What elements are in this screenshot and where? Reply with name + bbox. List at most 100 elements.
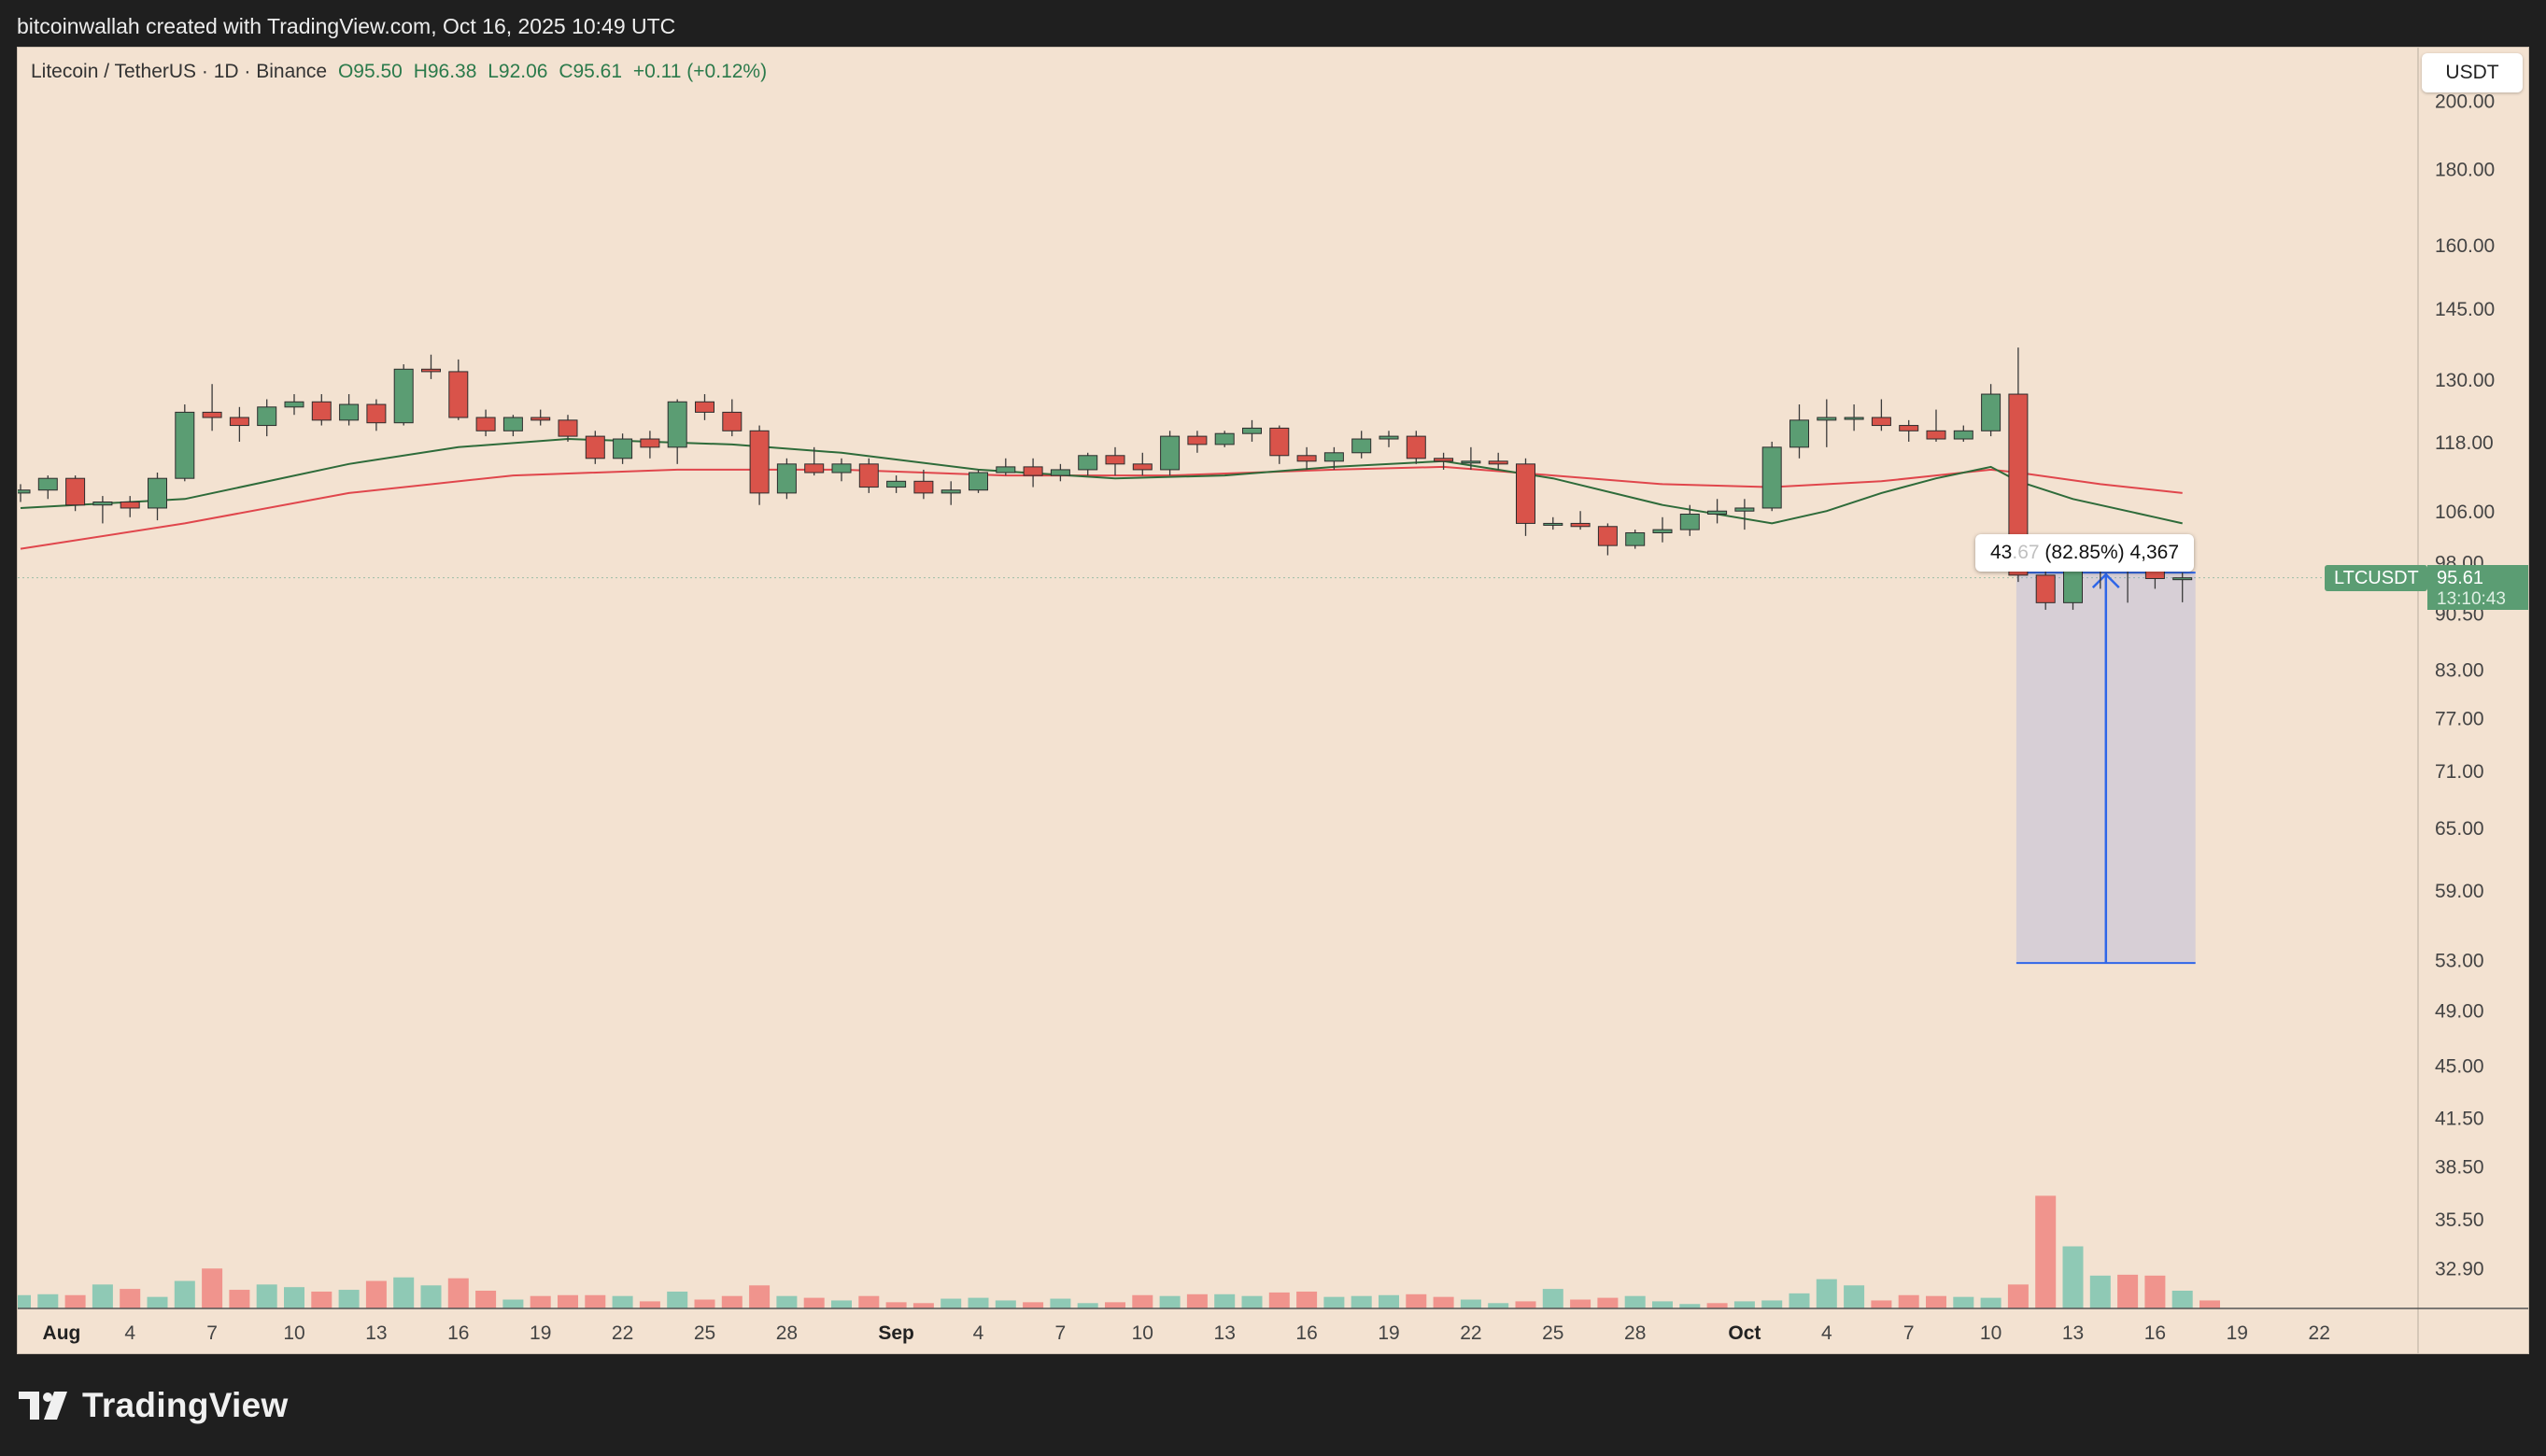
chart-area[interactable]: 200.00 180.00 160.00 145.00 130.00 118.00 106.… bbox=[17, 47, 2529, 1354]
volume-bar bbox=[558, 1294, 578, 1308]
volume-bar bbox=[1433, 1296, 1454, 1308]
volume-bar bbox=[1460, 1299, 1481, 1308]
candle-up bbox=[393, 368, 414, 424]
volume-bar bbox=[64, 1294, 86, 1308]
volume-bar bbox=[912, 1303, 934, 1308]
volume-bar bbox=[147, 1296, 168, 1308]
volume-bar bbox=[475, 1291, 497, 1308]
volume-bar bbox=[229, 1290, 250, 1308]
candle-up bbox=[1543, 522, 1563, 526]
candle-down bbox=[1597, 526, 1618, 546]
x-tick-label: 13 bbox=[1214, 1322, 1236, 1344]
x-tick-label: 22 bbox=[2309, 1322, 2330, 1344]
candle-up bbox=[175, 411, 195, 479]
x-tick-label: 7 bbox=[1055, 1322, 1067, 1344]
x-tick-label: 16 bbox=[447, 1322, 469, 1344]
candle-down bbox=[1570, 522, 1591, 528]
legend-high: H96.38 bbox=[413, 61, 477, 82]
measure-value-suffix: (82.85%) 4,367 bbox=[2039, 542, 2179, 563]
x-tick-label: 16 bbox=[2144, 1322, 2166, 1344]
candle-down bbox=[722, 411, 743, 431]
x-tick-label: 28 bbox=[1624, 1322, 1646, 1344]
measure-value-prefix: 43 bbox=[1990, 542, 2013, 563]
x-tick-label: 7 bbox=[206, 1322, 218, 1344]
volume-bar bbox=[447, 1278, 469, 1308]
volume-bar bbox=[1926, 1295, 1946, 1308]
volume-bar bbox=[1844, 1285, 1865, 1308]
candle-up bbox=[1981, 393, 2001, 431]
candle-down bbox=[1899, 425, 1919, 431]
y-tick-label: 49.00 bbox=[2435, 1001, 2484, 1023]
volume-bar bbox=[1980, 1297, 2001, 1308]
volume-bar bbox=[502, 1299, 524, 1308]
tradingview-brand: TradingView bbox=[82, 1386, 289, 1424]
y-tick-label: 35.50 bbox=[2435, 1209, 2484, 1231]
candle-up bbox=[2172, 577, 2193, 581]
x-tick-label: 28 bbox=[776, 1322, 798, 1344]
volume-bar bbox=[639, 1301, 660, 1308]
candle-down bbox=[558, 419, 578, 437]
candle-down bbox=[530, 417, 551, 421]
candle-down bbox=[311, 401, 332, 421]
candle-up bbox=[1789, 419, 1809, 448]
candle-down bbox=[1269, 427, 1290, 457]
volume-bar bbox=[1679, 1304, 1701, 1308]
candle-down bbox=[804, 463, 825, 474]
volume-bar bbox=[2062, 1246, 2084, 1308]
x-tick-label: 13 bbox=[365, 1322, 387, 1344]
candle-down bbox=[2008, 393, 2029, 576]
candle-up bbox=[1625, 531, 1646, 546]
y-tick-label: 118.00 bbox=[2435, 432, 2494, 454]
candle-up bbox=[776, 463, 797, 494]
candle-up bbox=[1817, 417, 1837, 421]
x-tick-label: 19 bbox=[530, 1322, 551, 1344]
candle-down bbox=[1488, 460, 1508, 465]
volume-bar bbox=[120, 1289, 141, 1308]
volume-bar bbox=[1214, 1293, 1236, 1308]
volume-bar bbox=[1050, 1298, 1071, 1308]
volume-bar bbox=[311, 1291, 332, 1308]
candle-up bbox=[1734, 507, 1755, 512]
candle-down bbox=[1516, 463, 1535, 524]
volume-bar bbox=[1515, 1301, 1536, 1308]
volume-bar bbox=[420, 1285, 442, 1308]
x-tick-label: 4 bbox=[973, 1322, 984, 1344]
volume-bar bbox=[1023, 1302, 1044, 1308]
x-tick-label: 4 bbox=[124, 1322, 135, 1344]
y-tick-label: 65.00 bbox=[2435, 818, 2484, 840]
y-tick-label: 145.00 bbox=[2435, 299, 2495, 320]
volume-bar bbox=[256, 1284, 277, 1308]
x-tick-label: 19 bbox=[1378, 1322, 1399, 1344]
ma-fast-line bbox=[20, 437, 2183, 525]
x-tick-label: Oct bbox=[1728, 1322, 1761, 1344]
volume-bar bbox=[2117, 1274, 2139, 1308]
candle-up bbox=[1323, 452, 1344, 462]
tradingview-logo[interactable]: TradingView bbox=[19, 1382, 289, 1429]
x-tick-label: 22 bbox=[612, 1322, 633, 1344]
x-tick-label: 13 bbox=[2062, 1322, 2084, 1344]
currency-unit-button[interactable]: USDT bbox=[2422, 53, 2523, 92]
candle-up bbox=[1351, 438, 1372, 454]
volume-bar bbox=[1706, 1303, 1728, 1308]
price-chart[interactable]: 200.00 180.00 160.00 145.00 130.00 118.00 106.… bbox=[18, 48, 2529, 1354]
volume-bar bbox=[2089, 1275, 2111, 1308]
candle-down bbox=[1187, 435, 1208, 445]
volume-bar bbox=[1323, 1296, 1345, 1308]
x-tick-label: 25 bbox=[1542, 1322, 1563, 1344]
volume-bar bbox=[1105, 1302, 1125, 1308]
volume-bar bbox=[2199, 1300, 2220, 1308]
y-tick-label: 59.00 bbox=[2435, 881, 2484, 902]
candle-up bbox=[1953, 430, 1973, 440]
candle-up bbox=[1242, 427, 1262, 434]
candle-up bbox=[1844, 417, 1864, 420]
volume-bar bbox=[995, 1300, 1016, 1308]
volume-bar bbox=[365, 1280, 387, 1308]
volume-bar bbox=[1488, 1303, 1509, 1308]
candle-up bbox=[1652, 529, 1673, 533]
volume-bar bbox=[1077, 1303, 1098, 1308]
x-tick-label: 22 bbox=[1460, 1322, 1481, 1344]
candle-up bbox=[1461, 460, 1481, 464]
volume-bar bbox=[1268, 1292, 1290, 1308]
candle-up bbox=[148, 477, 167, 509]
x-tick-label: Aug bbox=[43, 1322, 81, 1344]
